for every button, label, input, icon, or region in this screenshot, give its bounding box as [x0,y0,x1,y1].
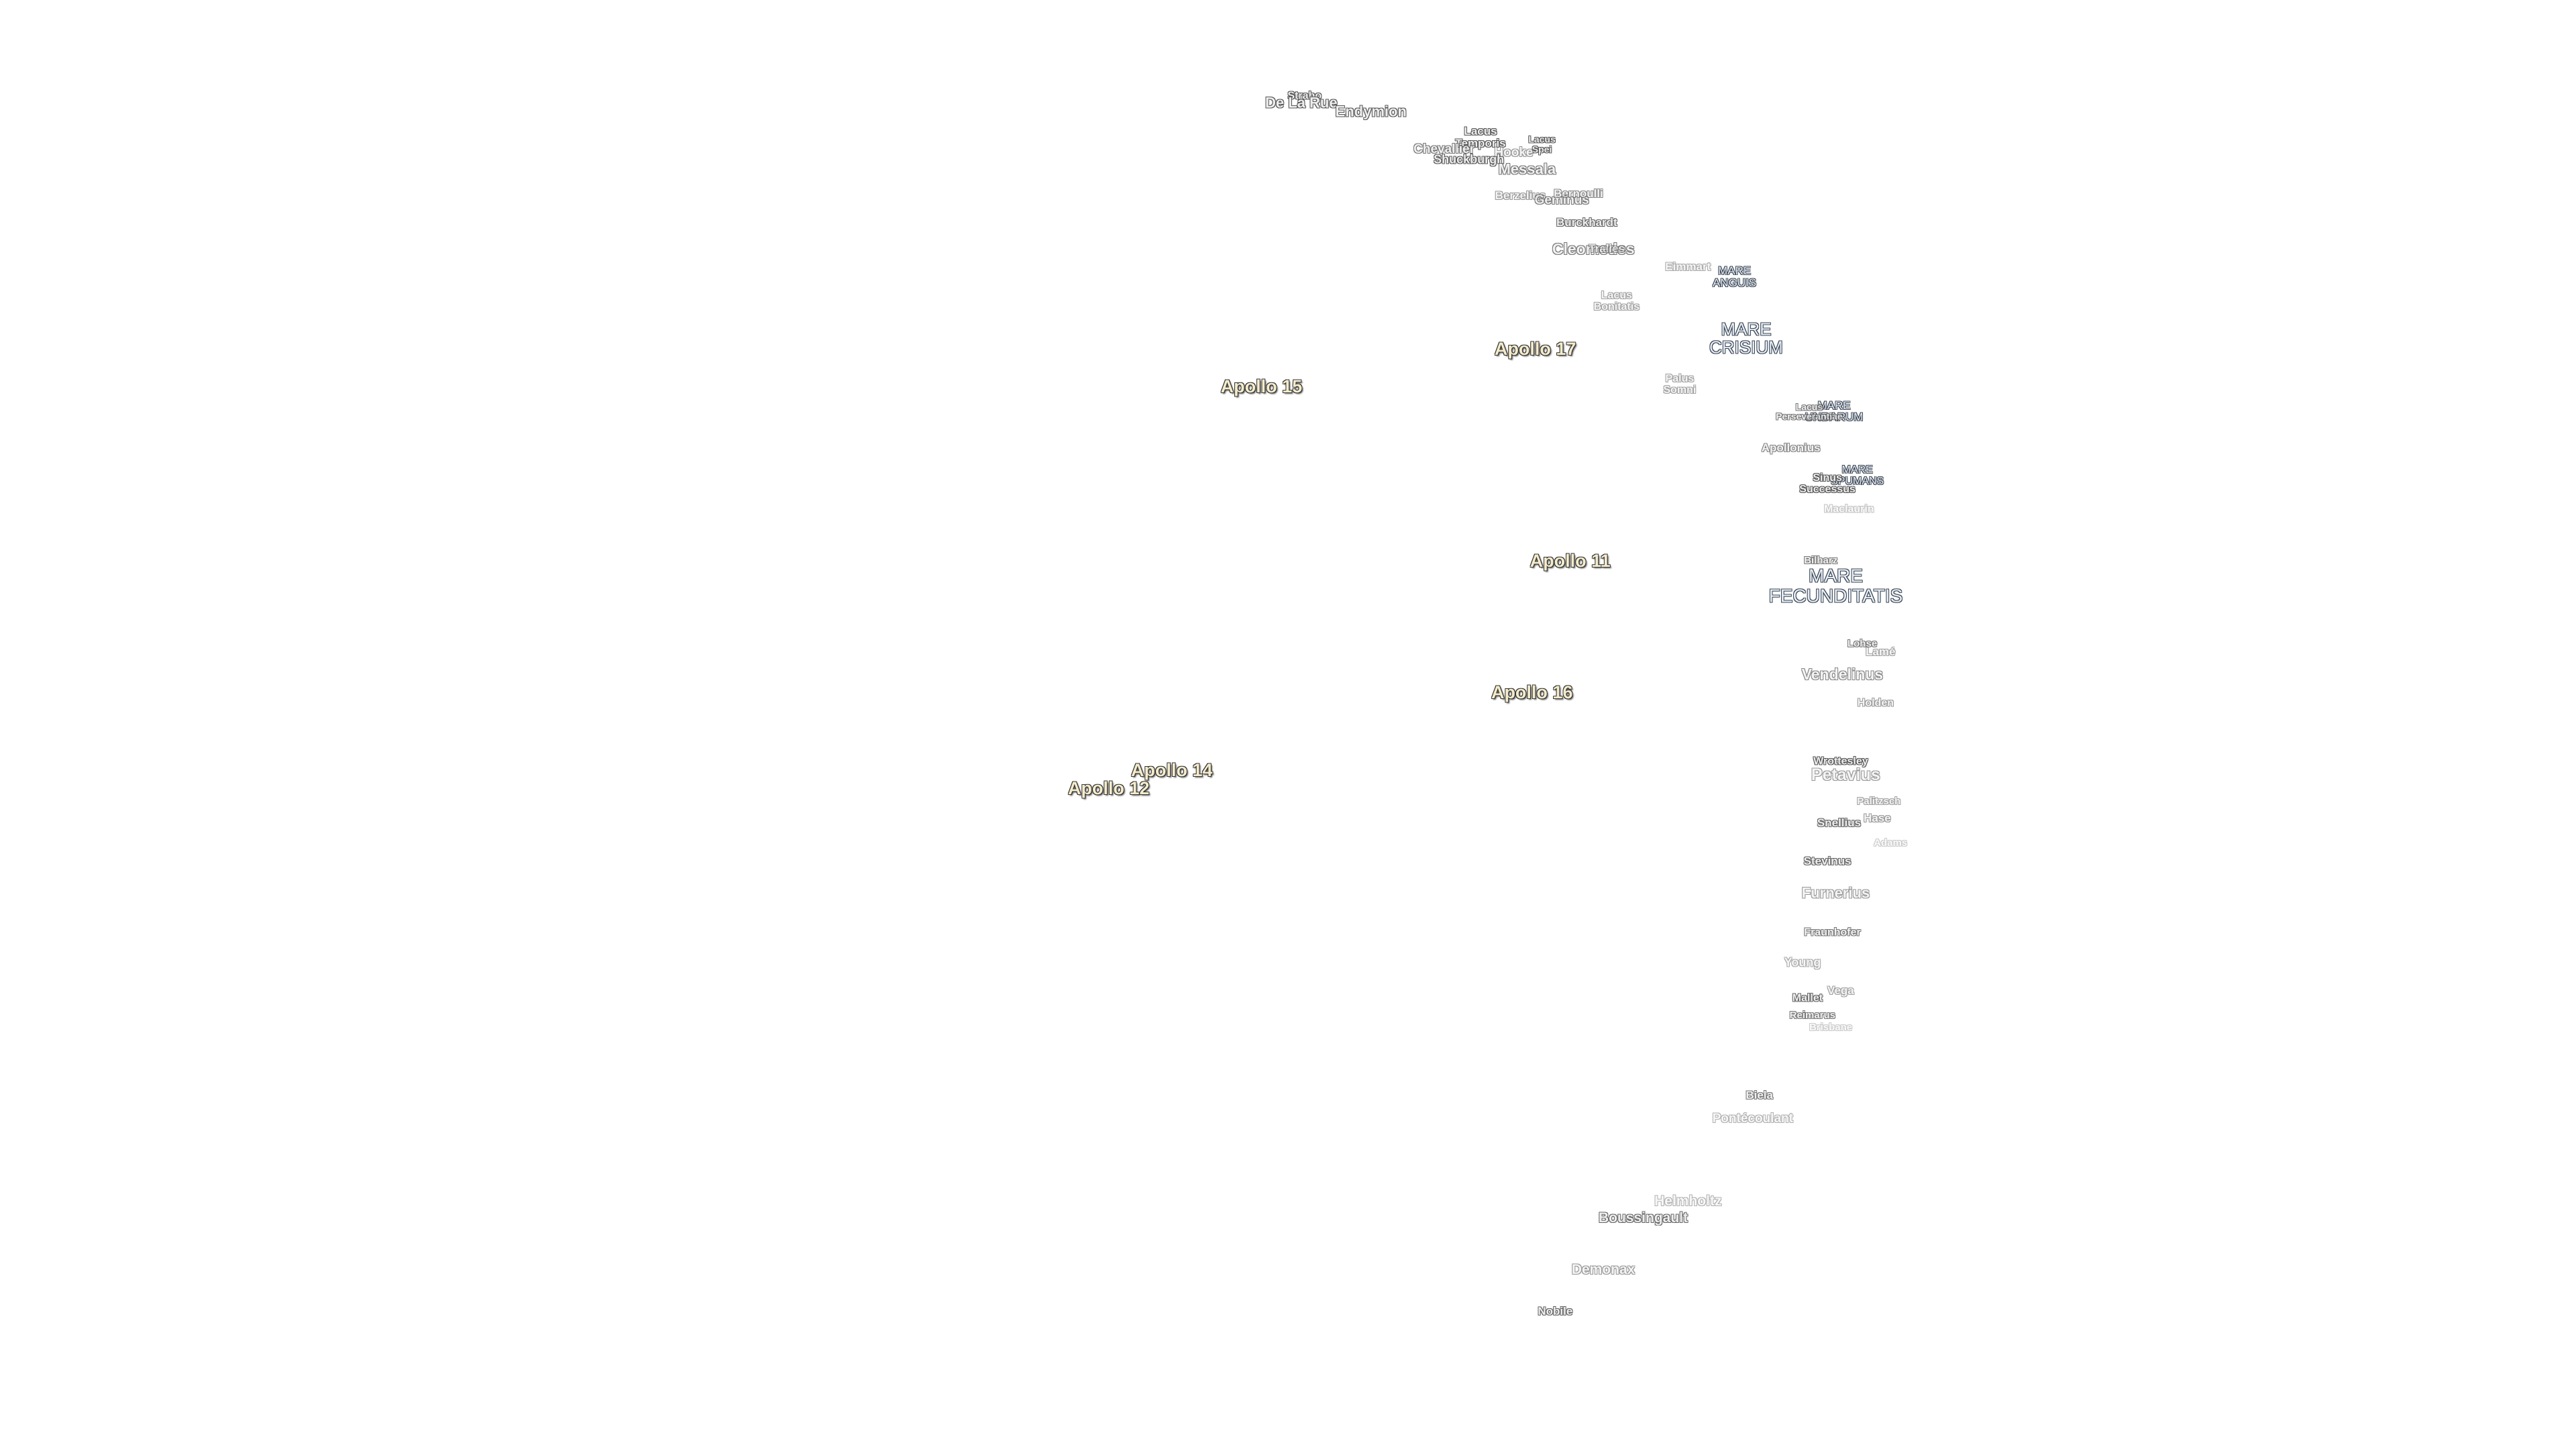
mare-label: Lacus Spei [1528,133,1556,155]
crater-label: Stevinus [1803,855,1851,868]
crater-label: Eimmart [1665,260,1711,274]
crater-label: Wrottesley [1813,755,1868,767]
crater-label: Young [1784,955,1821,969]
label-line: Lacus [1795,400,1823,412]
mare-label: Lacus Perseverantiae [1776,402,1843,421]
mare-label: MARE ANGUIS [1713,265,1756,289]
crater-label: De La Rue [1265,94,1338,111]
crater-label: Geminus [1534,193,1589,208]
label-line: MARE [1809,566,1863,586]
crater-label: Messala [1498,160,1556,178]
label-line: Lacus [1464,125,1497,138]
crater-label: Palitzsch [1857,796,1901,808]
mare-label: Sinus Successus [1799,472,1856,496]
mare-label: MARE SPUMANS [1831,464,1884,488]
mare-label: MARE FECUNDITATIS [1769,566,1903,606]
apollo-site-label: Apollo 12 [1068,778,1150,799]
mare-label: MARE CRISIUM [1709,320,1783,357]
apollo-site-label: Apollo 17 [1494,338,1576,359]
label-line: CRISIUM [1709,337,1783,358]
label-line: UNDARUM [1805,411,1864,424]
crater-label: Vega [1827,984,1854,998]
crater-label: Petavius [1811,765,1880,785]
label-line: Somni [1663,384,1697,396]
crater-label: Berzelius [1495,189,1546,203]
crater-label: Shuckburgh [1434,152,1505,166]
crater-label: Lamé [1866,645,1896,659]
crater-label: Furnerius [1801,884,1870,902]
label-line: Temporis [1455,137,1506,150]
label-line: MARE [1718,264,1752,278]
mare-label: Lacus Temporis [1455,125,1506,150]
crater-label: Mallet [1792,993,1823,1005]
crater-label: Helmholtz [1654,1193,1722,1210]
crater-label: Reimarus [1789,1010,1836,1022]
label-line: Lacus [1528,133,1556,145]
crater-label: Holden [1857,697,1894,709]
label-line: Spei [1532,144,1552,155]
crater-label: Cleomedes [1552,240,1635,258]
crater-label: Endymion [1335,103,1407,120]
crater-label: Strabo [1287,90,1322,102]
crater-label: Demonax [1571,1261,1635,1277]
crater-label: Chevallier [1413,142,1474,156]
label-line: Sinus [1813,472,1842,484]
label-line: MARE [1841,464,1873,476]
crater-label: Apollonius [1761,441,1821,455]
label-line: MARE [1721,319,1772,339]
mare-label: Lacus Bonitatis [1593,290,1640,314]
crater-label: Burckhardt [1556,215,1617,229]
label-line: MARE [1817,398,1851,412]
label-line: Lacus [1601,290,1633,302]
crater-label: Boussingault [1598,1210,1688,1226]
crater-label: Lohse [1847,638,1878,650]
crater-label: Bilharz [1804,555,1838,567]
label-line: Perseverantiae [1776,411,1843,422]
crater-label: Vendelinus [1801,665,1884,683]
apollo-site-label: Apollo 14 [1131,759,1213,780]
crater-label: Adams [1874,837,1908,849]
mare-label: Palus Somni [1663,373,1697,396]
crater-label: Snellius [1817,816,1862,830]
label-line: Successus [1799,484,1856,496]
apollo-site-label: Apollo 16 [1491,682,1573,702]
crater-label: Hase [1864,811,1891,824]
label-line: SPUMANS [1831,476,1884,488]
label-line: FECUNDITATIS [1768,585,1903,606]
apollo-site-label: Apollo 11 [1529,551,1611,572]
crater-label: Fraunhofer [1804,926,1861,938]
label-line: Bonitatis [1593,301,1640,313]
crater-label: Brisbane [1809,1021,1853,1033]
crater-label: Bernoulli [1554,187,1603,201]
crater-label: Hooke [1494,145,1534,160]
apollo-site-label: Apollo 15 [1220,376,1303,397]
crater-label: Nobile [1538,1304,1573,1318]
crater-label: Tralles [1589,242,1625,256]
crater-label: Maclaurin [1823,503,1874,515]
label-line: Palus [1665,373,1695,385]
label-line: ANGUIS [1712,276,1757,290]
crater-label: Pontécoulant [1712,1111,1793,1126]
mare-label: MARE UNDARUM [1805,398,1864,424]
crater-label: Biela [1746,1089,1773,1102]
